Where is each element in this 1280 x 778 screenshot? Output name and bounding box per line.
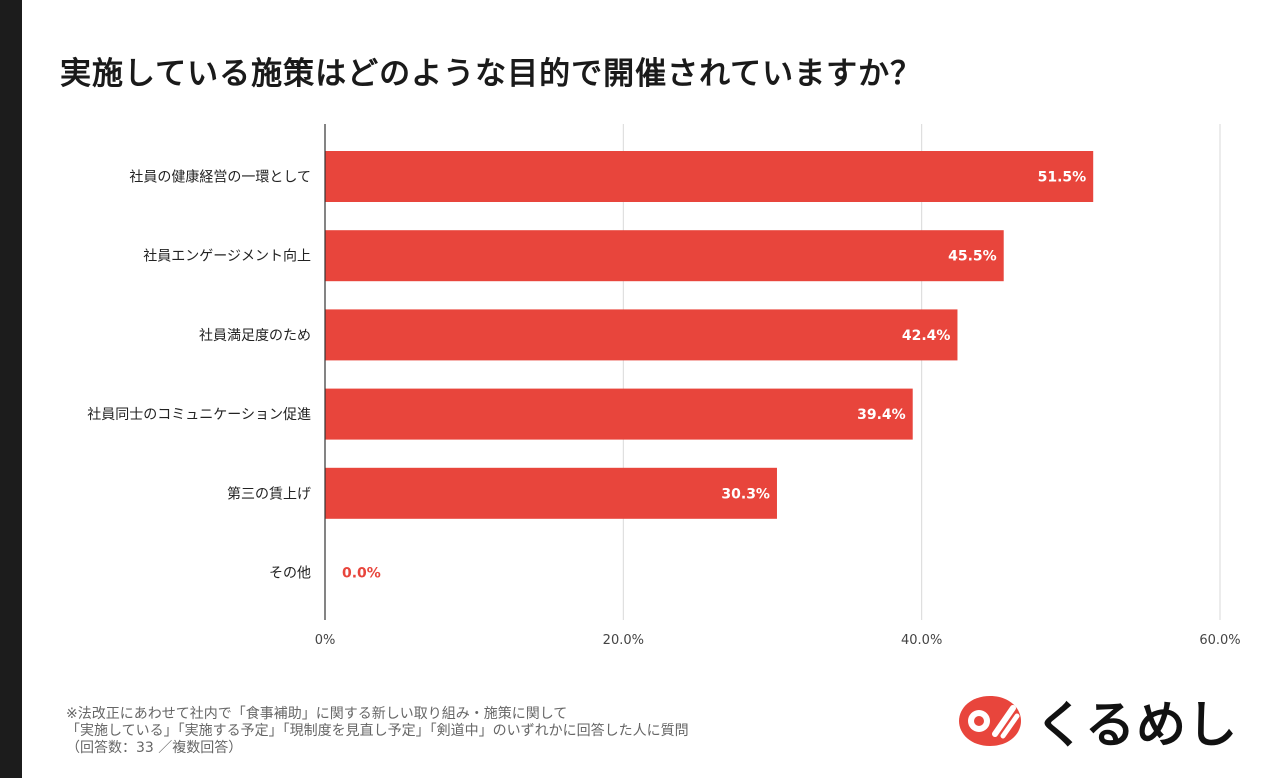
x-tick-label: 20.0%: [603, 633, 644, 648]
category-label: 社員満足度のため: [199, 328, 311, 344]
logo-mark-icon: [959, 696, 1021, 746]
x-tick-label: 60.0%: [1199, 633, 1240, 648]
bar: [325, 388, 913, 440]
bar-chart: 0% 20.0% 40.0% 60.0% 社員の健康経営の一環として 51.5% 社員エンゲ…: [87, 124, 1241, 648]
x-tick-label: 40.0%: [901, 633, 942, 648]
chart-card: 実施している施策はどのような目的で開催されていますか？ 0% 20.0% 40.0%…: [22, 0, 1280, 778]
chart-title: 実施している施策はどのような目的で開催されていますか？: [60, 56, 923, 92]
data-label: 39.4%: [857, 407, 906, 423]
bar: [325, 151, 1094, 202]
data-label: 42.4%: [902, 328, 951, 344]
footnote-line-2: 「実施している」「実施する予定」「現制度を見直し予定」「剣道中」のいずれかに回答…: [66, 723, 689, 739]
data-label: 45.5%: [948, 249, 997, 265]
footnote-line-3: （回答数：33 ／複数回答）: [66, 740, 243, 756]
category-label: 社員の健康経営の一環として: [129, 169, 311, 186]
data-label: 30.3%: [721, 486, 770, 502]
kurumeshi-logo: くるめし: [957, 688, 1238, 754]
footnote: ※法改正にあわせて社内で「食事補助」に関する新しい取り組み・施策に関して 「実施…: [66, 706, 689, 757]
x-tick-label: 0%: [315, 633, 336, 648]
logo-text: くるめし: [1035, 696, 1238, 754]
category-label: その他: [269, 566, 311, 582]
data-label: 0.0%: [342, 566, 381, 582]
category-label: 第三の賃上げ: [227, 485, 311, 502]
bar: [325, 309, 958, 361]
bar: [325, 467, 777, 519]
category-label: 社員エンゲージメント向上: [143, 249, 311, 265]
bar: [325, 230, 1004, 282]
footnote-line-1: ※法改正にあわせて社内で「食事補助」に関する新しい取り組み・施策に関して: [66, 706, 568, 722]
data-label: 51.5%: [1038, 170, 1087, 186]
category-label: 社員同士のコミュニケーション促進: [87, 407, 311, 423]
